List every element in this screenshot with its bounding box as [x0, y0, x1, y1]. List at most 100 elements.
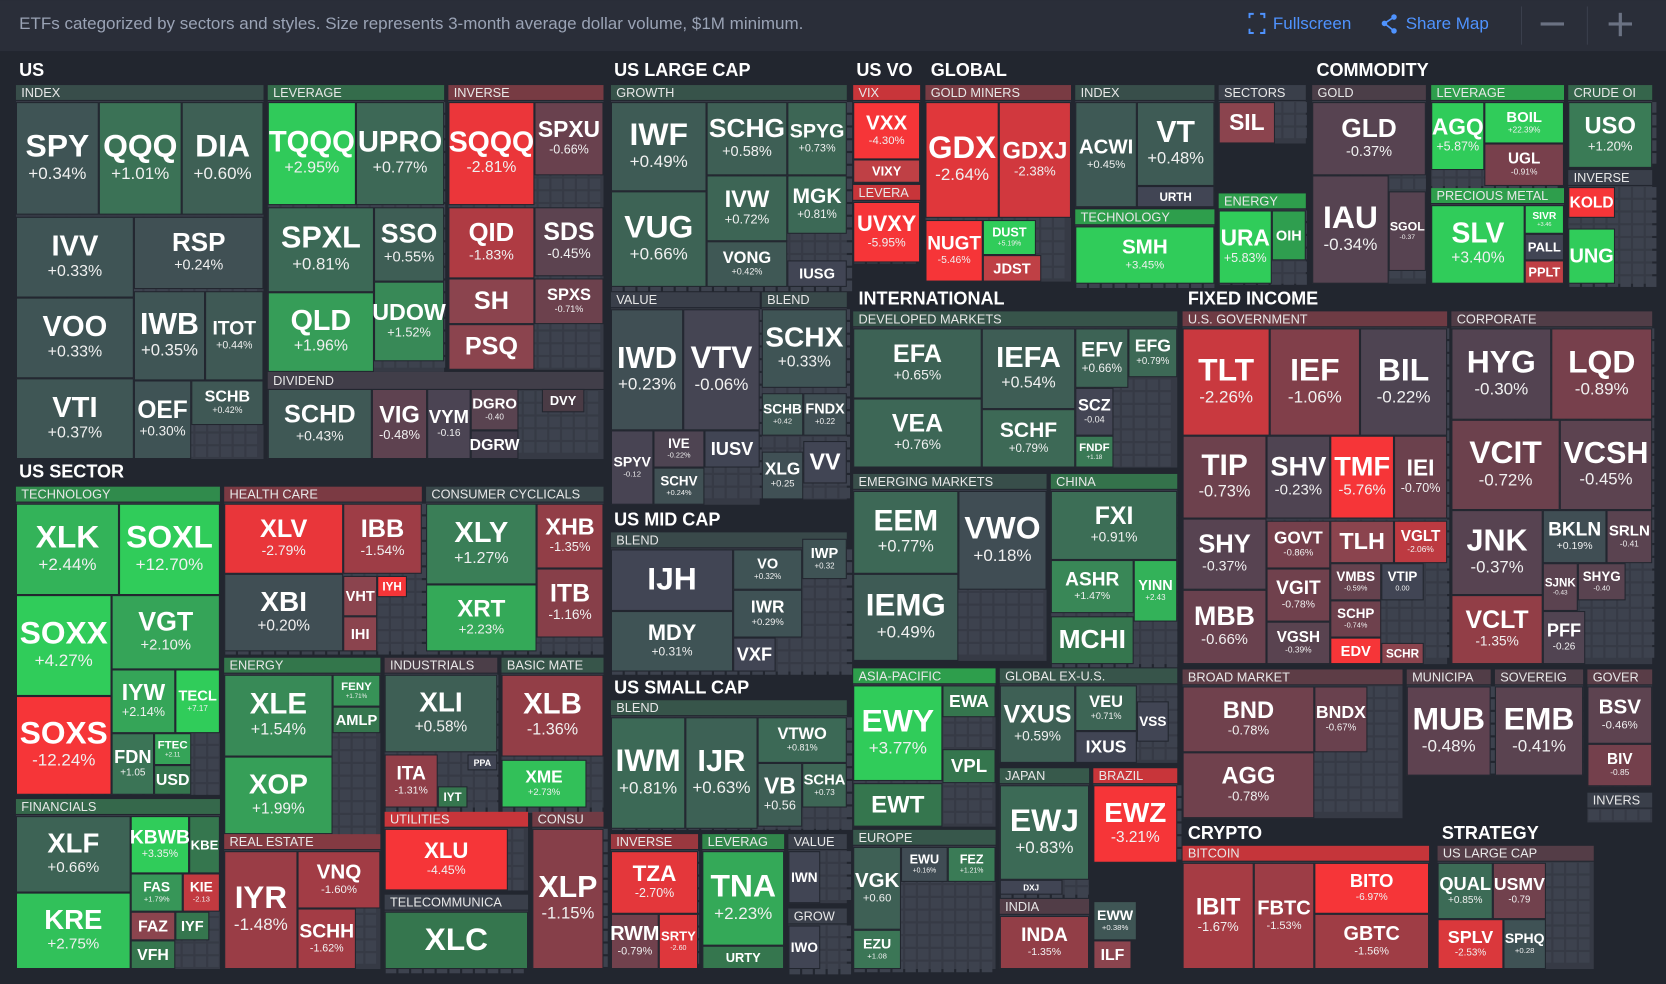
tile[interactable]: USD — [154, 765, 192, 795]
tile[interactable]: PSQ — [448, 324, 535, 370]
tile[interactable]: URTH — [1136, 186, 1215, 208]
tile[interactable]: XHB-1.35% — [536, 503, 604, 569]
tile[interactable]: DVY — [541, 388, 585, 413]
tile[interactable]: ITB-1.16% — [536, 568, 604, 638]
tile[interactable]: RSP+0.24% — [133, 216, 264, 290]
tile[interactable]: UGL-0.91% — [1484, 143, 1564, 186]
tile[interactable]: FAS+1.79% — [130, 873, 183, 912]
tile[interactable]: SCHG+0.58% — [706, 102, 788, 176]
tile[interactable]: VONG+0.42% — [706, 241, 788, 287]
tile[interactable]: SPYG+0.73% — [787, 102, 847, 176]
tile[interactable]: IWF+0.49% — [610, 102, 707, 192]
tile[interactable]: IUSG — [787, 260, 847, 287]
tile[interactable]: FDN+1.05 — [111, 733, 155, 795]
tile[interactable]: VGT+2.10% — [111, 595, 220, 670]
tile[interactable]: QID-1.83% — [448, 207, 535, 279]
tile[interactable]: IYF — [175, 911, 210, 941]
tile[interactable]: VXF — [733, 637, 776, 672]
tile[interactable]: VTV-0.06% — [683, 309, 760, 431]
tile[interactable]: SGOL-0.37 — [1388, 191, 1426, 271]
tile[interactable]: SCHD+0.43% — [267, 388, 372, 460]
tile[interactable]: IWB+0.35% — [133, 291, 206, 381]
tile[interactable]: DGRO-0.40 — [470, 388, 519, 431]
tile[interactable]: XLP-1.15% — [532, 828, 604, 970]
tile[interactable]: SCHB+0.42% — [191, 380, 264, 426]
tile[interactable]: MDY+0.31% — [610, 611, 734, 672]
tile[interactable]: XLK+2.44% — [15, 503, 119, 596]
tile[interactable]: IYT — [437, 786, 468, 808]
tile[interactable]: SPY+0.34% — [15, 102, 99, 215]
tile[interactable]: SCHB+0.42 — [761, 393, 804, 436]
tile[interactable]: MGK+0.81% — [787, 175, 847, 234]
tile[interactable]: SCHX+0.33% — [761, 309, 847, 388]
tile[interactable]: VIXY — [853, 159, 921, 183]
tile[interactable]: FTEC+2.11 — [154, 733, 192, 766]
tile[interactable]: OIH — [1271, 210, 1306, 261]
tile[interactable]: XBI+0.20% — [224, 573, 344, 652]
tile[interactable]: BOIL+22.39% — [1484, 102, 1564, 144]
tile[interactable]: KOLD — [1568, 187, 1615, 218]
tile[interactable]: VNQ-1.60% — [297, 851, 381, 909]
tile[interactable]: VTI+0.37% — [15, 378, 134, 460]
tile[interactable]: USO+1.20% — [1568, 102, 1653, 168]
tile[interactable]: AGQ+5.87% — [1431, 102, 1485, 171]
tile[interactable]: FNDX+0.22 — [803, 393, 847, 436]
tile[interactable]: TQQQ+2.95% — [267, 102, 356, 206]
tile[interactable]: SOXS-12.24% — [15, 696, 112, 795]
tile[interactable]: SPXL+0.81% — [267, 207, 374, 293]
tile[interactable]: XLF+0.66% — [15, 816, 131, 893]
tile[interactable]: AMLP — [332, 706, 381, 734]
tile[interactable]: NUGT-5.46% — [925, 220, 983, 282]
tile[interactable]: SCHH-1.62% — [297, 908, 356, 970]
tile[interactable]: XLB-1.36% — [501, 674, 604, 757]
tile[interactable]: XLC — [384, 911, 529, 970]
zoom-in-button[interactable] — [1608, 12, 1632, 37]
tile[interactable]: DUST+5.19% — [982, 220, 1036, 256]
tile[interactable]: GDX-2.64% — [925, 102, 999, 218]
tile[interactable]: VUG+0.66% — [610, 191, 707, 287]
tile[interactable]: VIG-0.48% — [371, 388, 428, 460]
tile[interactable]: VFH — [130, 940, 176, 970]
tile[interactable]: IWP+0.32 — [802, 538, 847, 580]
tile[interactable]: XLE+1.54% — [224, 674, 333, 757]
tile[interactable]: XOP+1.99% — [224, 756, 333, 835]
tile[interactable]: VO+0.32% — [733, 549, 803, 590]
share-button[interactable]: Share Map — [1381, 14, 1489, 34]
tile[interactable]: SPYV-0.12 — [610, 430, 654, 505]
tile[interactable]: DIA+0.60% — [181, 102, 264, 215]
tile[interactable]: QLD+1.96% — [267, 292, 374, 372]
tile[interactable]: ACWI+0.45% — [1075, 102, 1137, 208]
tile[interactable]: XLY+1.27% — [426, 503, 537, 585]
tile[interactable]: SOXX+4.27% — [15, 595, 112, 696]
tile[interactable]: SOXL+12.70% — [119, 503, 220, 596]
tile[interactable]: PALL — [1524, 233, 1564, 261]
tile[interactable]: KBWB+3.35% — [130, 816, 190, 874]
tile[interactable]: URA+5.83% — [1218, 210, 1272, 284]
tile[interactable]: SPXU-0.66% — [534, 102, 604, 176]
tile[interactable]: SPXS-0.71% — [534, 278, 604, 325]
fullscreen-button[interactable]: Fullscreen — [1248, 12, 1352, 34]
tile[interactable]: FENY+1.71% — [332, 674, 381, 707]
tile[interactable]: UPRO+0.77% — [355, 102, 445, 206]
zoom-out-button[interactable] — [1540, 22, 1564, 26]
tile[interactable]: SSO+0.55% — [374, 207, 445, 282]
tile[interactable]: ITOT+0.44% — [205, 291, 264, 381]
tile[interactable]: KBE — [189, 816, 220, 874]
tile[interactable]: XLV-2.79% — [224, 503, 344, 574]
tile[interactable]: UDOW+1.52% — [372, 281, 446, 362]
tile[interactable]: PPA — [467, 754, 498, 771]
tile[interactable]: IHI — [343, 616, 378, 652]
tile[interactable]: IVV+0.33% — [15, 216, 134, 298]
tile[interactable]: UNG — [1568, 228, 1615, 284]
tile[interactable]: KRE+2.75% — [15, 892, 131, 970]
tile[interactable]: IYR-1.48% — [224, 851, 298, 970]
tile[interactable]: VYM-0.16 — [427, 388, 471, 460]
tile[interactable]: SDS-0.45% — [534, 207, 604, 277]
tile[interactable]: IYH — [377, 575, 407, 598]
tile[interactable]: XLU-4.45% — [384, 828, 508, 891]
tile[interactable]: IUSV — [704, 430, 760, 468]
tile[interactable]: XRT+2.23% — [426, 584, 537, 652]
tile[interactable]: OEF+0.30% — [133, 380, 192, 460]
tile[interactable]: GLD-0.37% — [1312, 102, 1426, 176]
tile[interactable]: IAU-0.34% — [1312, 175, 1389, 284]
